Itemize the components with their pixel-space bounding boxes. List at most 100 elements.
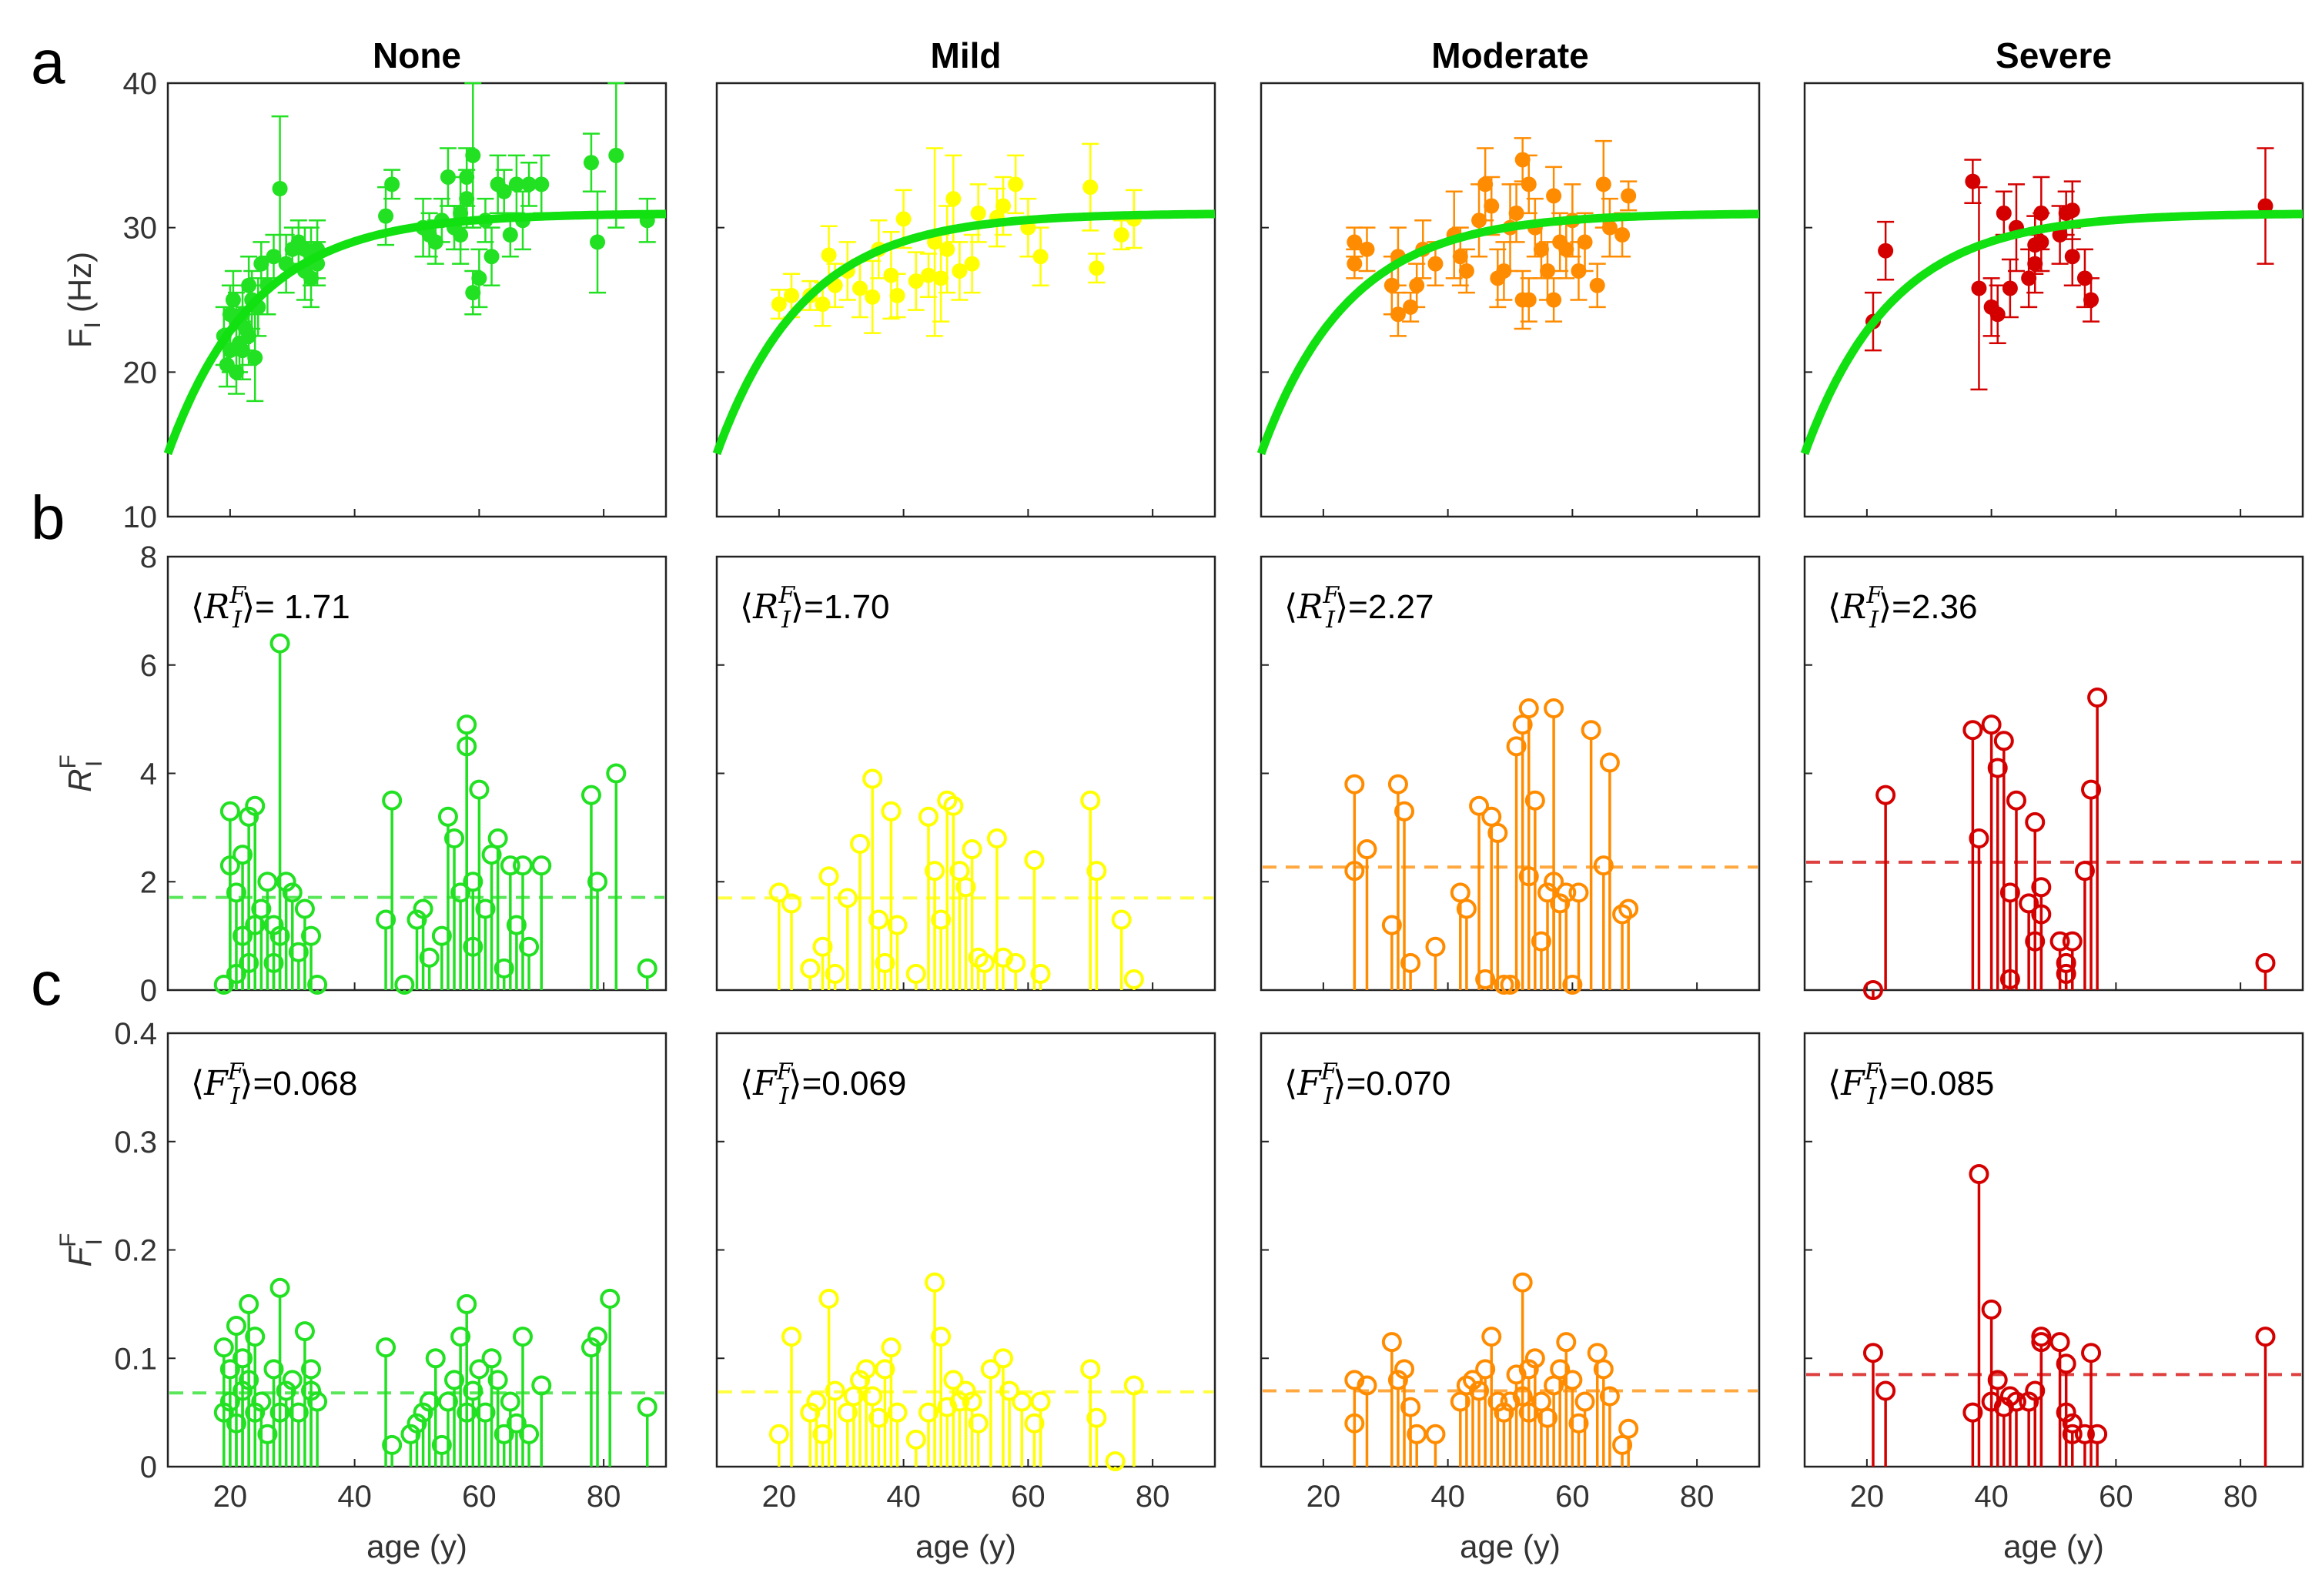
stem-none <box>226 963 246 990</box>
stem-none <box>263 952 284 990</box>
ann-symbol: R <box>752 587 778 627</box>
stem-marker <box>475 1402 496 1423</box>
angle-close: ⟩ <box>1876 1064 1889 1103</box>
stem-marker <box>307 974 328 995</box>
stem-moderate <box>1524 790 1545 990</box>
stem-marker <box>937 790 958 811</box>
stem-none <box>606 763 627 990</box>
stem-marker <box>1981 1299 2002 1320</box>
stem-marker <box>1462 1370 1483 1390</box>
ylabel-main: R <box>62 768 98 791</box>
stem-marker <box>257 872 278 892</box>
stem-moderate <box>1456 1375 1477 1467</box>
stem-marker <box>1456 898 1477 919</box>
stem-marker <box>233 845 253 865</box>
stem-moderate <box>1612 904 1633 990</box>
stem-mild <box>955 877 976 990</box>
stem-marker <box>2081 779 2102 800</box>
stem-marker <box>850 833 871 854</box>
stem-severe <box>1962 720 1983 990</box>
angle-open: ⟨ <box>1828 1064 1841 1103</box>
stem-marker <box>245 795 266 816</box>
stem-moderate <box>1524 1348 1545 1467</box>
stem-mild <box>800 1402 821 1467</box>
stem-marker <box>1962 1402 1983 1423</box>
stem-moderate <box>1618 1418 1639 1467</box>
stem-none <box>437 806 458 990</box>
stem-mild <box>768 1424 789 1467</box>
stem-marker <box>1531 931 1551 952</box>
stem-none <box>288 1402 309 1467</box>
stem-moderate <box>1357 839 1377 990</box>
data-point-marker <box>465 285 481 301</box>
data-point-marker <box>908 273 924 289</box>
stem-severe <box>1993 1397 2014 1467</box>
data-point-marker <box>1113 227 1129 243</box>
stem-mild <box>1024 1413 1045 1467</box>
stem-marker <box>233 1380 253 1401</box>
stem-mild <box>825 963 845 990</box>
stem-none <box>245 1402 266 1467</box>
stem-marker <box>887 915 908 935</box>
stem-marker <box>850 1370 871 1390</box>
ann-value: =2.27 <box>1348 588 1434 626</box>
y-axis-label-b: RFI <box>55 755 107 792</box>
stem-marker <box>301 1380 322 1401</box>
stem-none <box>475 898 496 990</box>
stem-marker <box>219 1359 240 1380</box>
stem-marker <box>768 1424 789 1444</box>
stem-marker <box>1862 1343 1883 1363</box>
data-point-marker <box>1521 176 1537 192</box>
stem-marker <box>1599 1386 1620 1407</box>
stem-marker <box>1012 1391 1032 1412</box>
data-point-marker <box>2027 256 2043 272</box>
stem-mild <box>1123 1375 1144 1467</box>
stem-marker <box>457 714 477 735</box>
stem-marker <box>531 855 552 876</box>
stem-marker <box>1394 1359 1415 1380</box>
data-point-marker <box>1477 176 1494 192</box>
stem-marker <box>251 1391 272 1412</box>
stem-severe <box>1993 731 2014 990</box>
stem-marker <box>1387 774 1408 795</box>
stem-marker <box>825 963 845 984</box>
stem-severe <box>2255 952 2276 990</box>
stem-marker <box>806 1391 827 1412</box>
stem-marker <box>1537 1407 1558 1428</box>
data-point-marker <box>465 147 481 163</box>
ylabel-sub: I <box>80 322 105 328</box>
data-point-marker <box>459 169 475 185</box>
stem-marker <box>233 1348 253 1369</box>
data-point-none <box>464 82 482 229</box>
ann-sup: F <box>778 582 795 609</box>
stem-marker <box>1544 872 1564 892</box>
stem-marker <box>1618 898 1639 919</box>
stem-marker <box>812 936 833 957</box>
data-point-none <box>383 169 401 200</box>
stem-none <box>494 958 514 990</box>
stem-marker <box>2056 952 2076 973</box>
data-point-mild <box>919 253 937 298</box>
ann-value: =0.068 <box>253 1065 358 1102</box>
stem-severe <box>2062 931 2083 990</box>
data-point-marker <box>247 350 263 366</box>
angle-close: ⟩ <box>788 1064 801 1103</box>
x-tick-label: 20 <box>762 1480 797 1514</box>
stem-marker <box>2019 893 2039 914</box>
stem-marker <box>239 806 259 827</box>
panel-label-b: b <box>31 483 65 552</box>
stem-marker <box>1969 1163 1989 1184</box>
stem-marker <box>1481 1327 1502 1347</box>
data-point-marker <box>1359 241 1375 257</box>
stem-marker <box>2081 1343 2102 1363</box>
stem-marker <box>1080 790 1101 811</box>
plot-frame-c-severe <box>1803 1032 2304 1468</box>
stem-none <box>239 806 259 990</box>
stem-none <box>580 1337 601 1467</box>
column-title-moderate: Moderate <box>1431 35 1588 75</box>
stem-none <box>580 785 601 990</box>
data-point-marker <box>815 296 831 313</box>
stem-marker <box>419 947 440 968</box>
y-tick-label: 8 <box>140 540 157 574</box>
stem-none <box>444 1370 465 1467</box>
